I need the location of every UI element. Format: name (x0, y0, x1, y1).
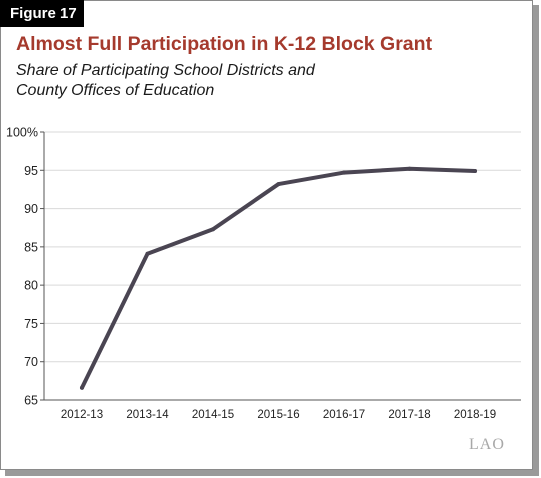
chart-subtitle: Share of Participating School Districts … (16, 61, 315, 101)
x-tick-label: 2018-19 (454, 409, 496, 421)
frame-shadow-right (533, 5, 539, 476)
data-point (145, 251, 150, 256)
lao-logo: LAO (469, 436, 505, 453)
x-tick-label: 2012-13 (61, 409, 103, 421)
data-point (211, 227, 215, 232)
series (80, 166, 477, 390)
data-point (407, 166, 412, 171)
subtitle-line-1: Share of Participating School Districts … (16, 62, 315, 79)
y-tick-label: 65 (24, 394, 38, 408)
data-point (80, 385, 84, 390)
y-tick-label: 85 (24, 240, 38, 254)
subtitle-line-2: County Offices of Education (16, 82, 215, 99)
data-point (473, 169, 477, 174)
chart-title: Almost Full Participation in K-12 Block … (16, 33, 433, 55)
figure-frame (0, 0, 533, 470)
x-tick-label: 2014-15 (192, 409, 234, 421)
y-tick-label: 70 (24, 355, 38, 369)
data-point (276, 182, 281, 187)
figure-label: Figure 17 (0, 0, 84, 27)
x-tick-label: 2015-16 (257, 409, 299, 421)
x-tick-labels: 2012-13 2013-14 2014-15 2015-16 2016-17 2017-… (61, 409, 496, 421)
y-tick-label: 95 (24, 164, 38, 178)
data-point (342, 170, 346, 175)
y-tick-label: 75 (24, 317, 38, 331)
x-tick-label: 2016-17 (323, 409, 365, 421)
y-tick-label: 100% (6, 126, 38, 140)
x-tick-label: 2017-18 (388, 409, 430, 421)
y-tick-label: 90 (24, 202, 38, 216)
axes (40, 131, 521, 401)
frame-shadow-bottom (5, 470, 539, 476)
gridlines (44, 131, 521, 363)
x-tick-label: 2013-14 (126, 409, 169, 421)
y-tick-labels: 65 70 75 80 85 90 95 100% (6, 126, 38, 408)
series-line-0 (80, 166, 477, 390)
y-tick-label: 80 (24, 279, 38, 293)
